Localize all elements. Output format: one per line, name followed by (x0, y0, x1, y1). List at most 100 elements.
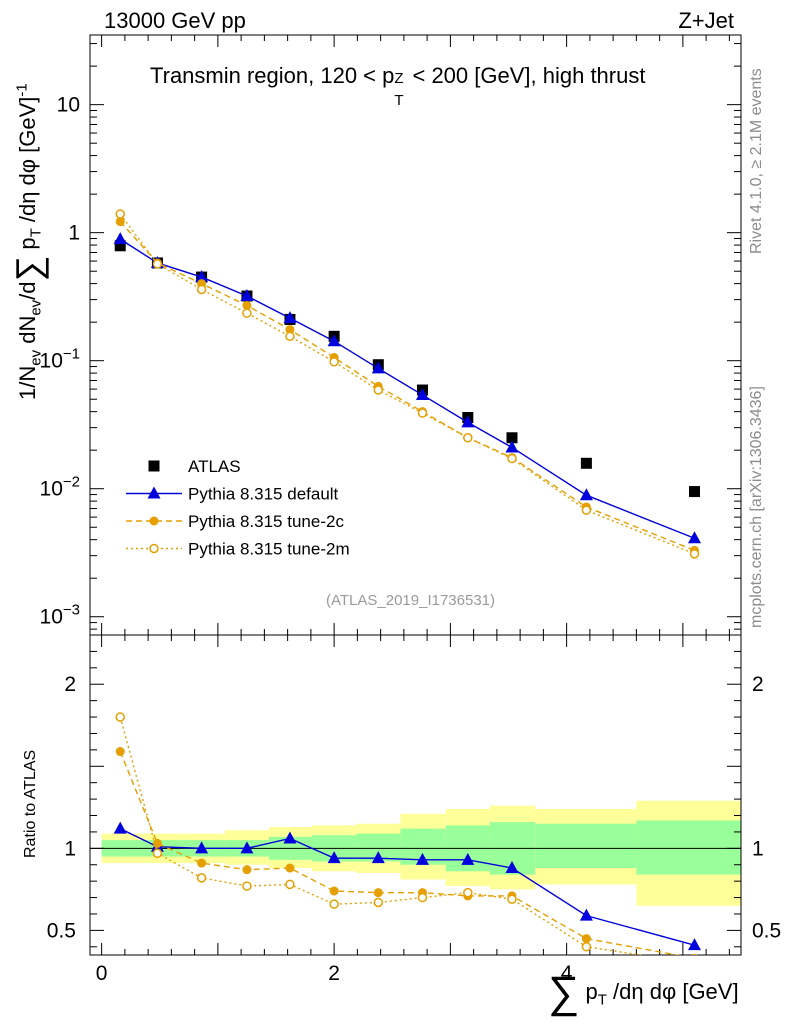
legend-label: Pythia 8.315 tune-2m (188, 540, 350, 559)
main-point (285, 331, 295, 342)
main-point (329, 357, 339, 367)
ratio-point (115, 712, 125, 722)
ratio-point (373, 897, 384, 908)
ratio-point (195, 841, 209, 854)
ratio-point (688, 938, 701, 951)
ratio-point (152, 838, 162, 848)
main-line (119, 238, 695, 539)
main-point (463, 433, 473, 443)
ratio-y-tick-label-right: 1 (752, 837, 764, 860)
main-point (689, 549, 700, 559)
y-tick-label: 1 (68, 222, 80, 245)
main-point (371, 361, 385, 374)
main-point (688, 531, 701, 544)
rivet-label: Rivet 4.1.0, ≥ 2.1M events (748, 68, 765, 254)
main-point (461, 415, 475, 428)
legend-marker (149, 516, 159, 526)
ratio-point (327, 851, 341, 864)
ratio-series-0 (113, 821, 701, 951)
main-point (196, 284, 207, 295)
ratio-point (113, 821, 127, 834)
ratio-point (463, 887, 473, 898)
main-point (327, 334, 341, 347)
ratio-point (283, 831, 297, 844)
main-point (115, 209, 125, 219)
y-tick-label: 10−2 (40, 474, 80, 501)
ratio-y-tick-label-right: 0.5 (752, 919, 781, 942)
y-tick-label: 10−1 (40, 346, 80, 373)
main-point (506, 432, 518, 444)
ratio-frame (89, 634, 742, 956)
legend-marker (147, 486, 161, 499)
ratio-point (197, 858, 207, 868)
ratio-point (579, 908, 593, 921)
ratio-point (581, 934, 591, 944)
band-inner (535, 823, 637, 869)
ratio-point (242, 865, 252, 875)
mcplots-label: mcplots.cern.ch [arXiv:1306.3436] (748, 386, 765, 628)
ratio-point (581, 942, 592, 952)
main-point (283, 311, 297, 324)
legend-label: Pythia 8.315 default (188, 485, 339, 504)
ratio-ylabel: Ratio to ATLAS (22, 749, 39, 858)
ratio-point (371, 851, 385, 864)
ratio-y-tick-label: 1 (64, 837, 76, 860)
ratio-point (115, 747, 125, 757)
ratio-point (152, 848, 163, 859)
main-point (195, 270, 209, 283)
main-point (115, 217, 125, 227)
main-point (240, 289, 254, 302)
ratio-point (373, 888, 383, 898)
main-point (415, 387, 429, 400)
ratio-point (285, 879, 295, 890)
main-ylabel: 1/Nev dNev/d∑ pT /dη dφ [GeV]-1 (8, 83, 49, 400)
ratio-y-tick-label-right: 2 (752, 673, 764, 696)
analysis-watermark: (ATLAS_2019_I1736531) (326, 592, 496, 609)
main-point (579, 488, 593, 501)
legend-label: Pythia 8.315 tune-2c (188, 512, 344, 531)
ratio-point (461, 852, 475, 865)
legend-marker (149, 543, 159, 554)
main-point (373, 385, 384, 395)
plot-title-sup: Z (394, 70, 404, 87)
band-inner (636, 820, 741, 875)
ratio-point (417, 892, 428, 903)
y-tick-label: 10−3 (40, 602, 80, 629)
main-point (417, 408, 428, 418)
ratio-xlabel: ∑ pT /dη dφ [GeV] (548, 968, 739, 1017)
main-line (119, 213, 695, 555)
xlabel-sum: ∑ (548, 968, 580, 1017)
x-tick-label: 2 (328, 962, 340, 985)
ratio-point (329, 899, 339, 909)
ratio-y-tick-label: 0.5 (47, 919, 76, 942)
ratio-point (285, 863, 295, 873)
main-point (152, 259, 163, 269)
main-series-3 (115, 209, 700, 559)
legend-marker (148, 460, 160, 472)
ratio-line (119, 828, 695, 946)
plot-title-pre: Transmin region, 120 < p (150, 63, 395, 88)
ratio-line (119, 716, 646, 955)
plot-title-sub: T (394, 92, 404, 109)
ratio-point (329, 886, 339, 896)
main-point (114, 240, 126, 252)
y-tick-label: 10 (57, 94, 80, 117)
main-point (581, 505, 592, 515)
ratio-point (505, 861, 519, 874)
main-point (507, 453, 517, 464)
main-point (242, 308, 252, 318)
ratio-point (507, 894, 517, 904)
ratio-point (242, 881, 252, 891)
collision-label: 13000 GeV pp (104, 8, 246, 33)
main-point (113, 232, 127, 245)
main-point (505, 440, 519, 453)
x-tick-label: 0 (96, 962, 108, 985)
ratio-point (415, 852, 429, 865)
x-tick-label: 4 (561, 962, 573, 985)
legend: ATLAS Pythia 8.315 default Pythia 8.315 tu… (126, 457, 350, 559)
ratio-point (691, 959, 699, 967)
ratio-series-2 (115, 712, 699, 967)
main-point (242, 300, 252, 310)
